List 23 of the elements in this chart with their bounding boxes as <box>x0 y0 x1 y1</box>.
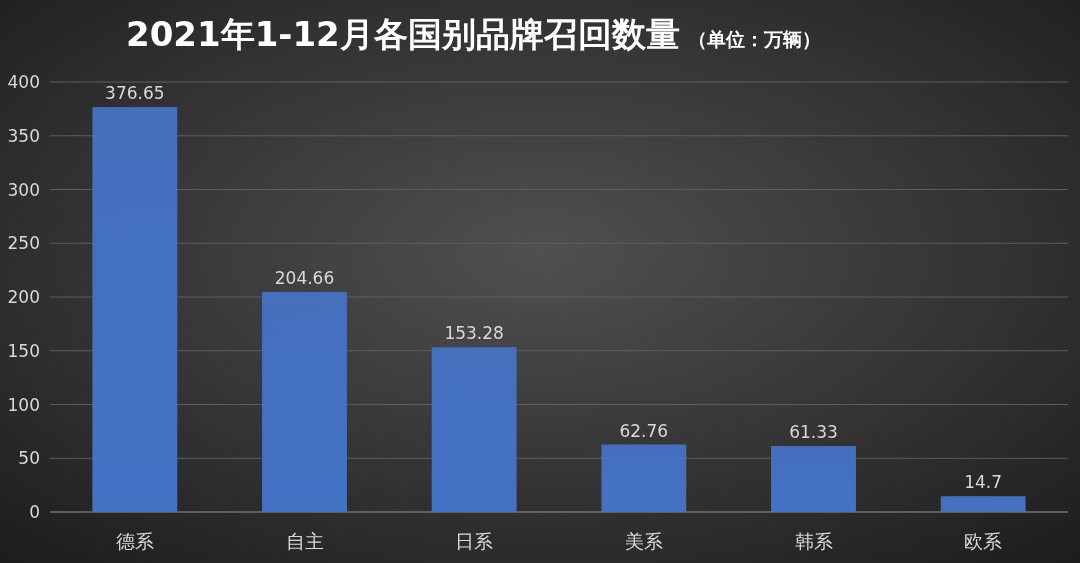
x-tick-label: 德系 <box>115 530 154 552</box>
x-tick-label: 欧系 <box>964 530 1003 552</box>
chart-title: 2021年1-12月各国别品牌召回数量 <box>126 14 680 54</box>
data-label: 153.28 <box>444 323 504 344</box>
data-label: 204.66 <box>274 267 335 288</box>
y-tick-label: 350 <box>7 125 40 146</box>
data-label: 62.76 <box>619 420 669 441</box>
y-tick-label: 250 <box>7 233 40 254</box>
y-tick-label: 150 <box>7 340 40 361</box>
data-label: 61.33 <box>789 422 838 443</box>
y-tick-label: 400 <box>7 72 40 92</box>
y-tick-label: 100 <box>7 394 40 415</box>
y-tick-label: 200 <box>7 287 40 307</box>
y-tick-label: 300 <box>7 179 40 200</box>
x-tick-label: 韩系 <box>794 530 833 552</box>
x-tick-label: 美系 <box>624 530 663 552</box>
y-tick-label: 0 <box>29 502 40 522</box>
data-label: 376.65 <box>105 83 165 104</box>
y-tick-label: 50 <box>18 448 40 469</box>
data-label: 14.7 <box>964 472 1003 493</box>
x-tick-label: 日系 <box>455 530 494 552</box>
x-tick-label: 自主 <box>285 530 324 552</box>
chart-subtitle: （单位：万辆） <box>687 28 821 50</box>
